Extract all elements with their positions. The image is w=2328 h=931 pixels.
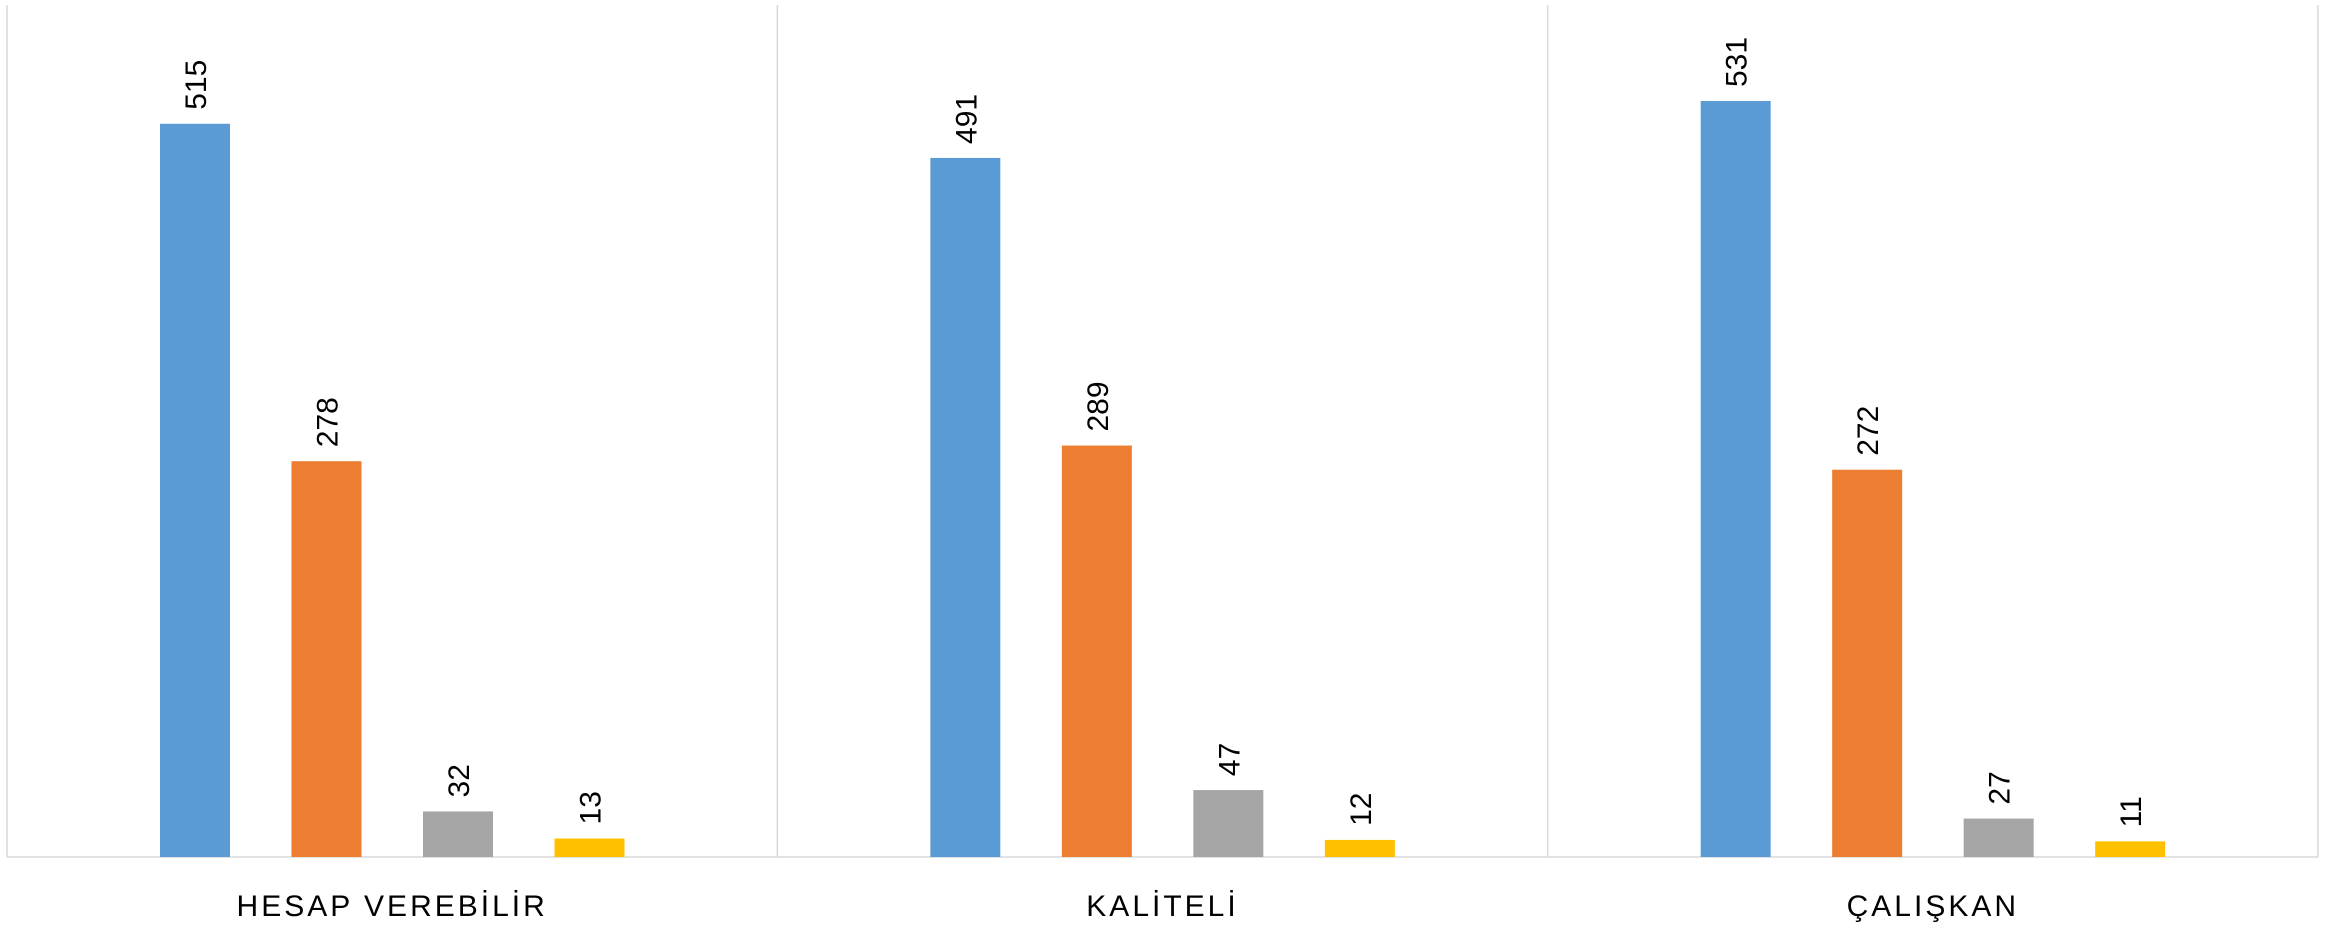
bar [423, 811, 493, 857]
bar [160, 123, 230, 857]
bar [554, 838, 625, 857]
bar [1061, 445, 1132, 857]
category-label: ÇALIŞKAN [1847, 890, 2019, 923]
value-labels-layer: 515 278 32 13 491 289 47 12 531 272 27 11 [180, 37, 2148, 827]
category-label: KALİTELİ [1086, 890, 1238, 923]
data-label: 12 [1345, 793, 1378, 826]
data-label: 531 [1721, 37, 1754, 87]
category-label: HESAP VEREBİLİR [237, 890, 548, 923]
data-label: 13 [575, 791, 608, 824]
bar [1963, 818, 2034, 857]
bar [1700, 101, 1771, 857]
bar [2095, 841, 2166, 857]
data-label: 11 [2115, 796, 2148, 827]
data-label: 272 [1852, 406, 1885, 456]
data-label: 278 [312, 397, 345, 447]
bar [1324, 839, 1395, 857]
category-labels-layer: HESAP VEREBİLİR KALİTELİ ÇALIŞKAN [237, 890, 2019, 923]
bar [930, 157, 1001, 857]
data-label: 491 [950, 94, 983, 144]
bar [291, 461, 362, 857]
data-label: 289 [1082, 381, 1115, 431]
data-label: 32 [443, 764, 476, 797]
chart-frame [6, 5, 2319, 858]
bar [1193, 790, 1264, 857]
data-label: 515 [180, 60, 213, 110]
bar [1832, 469, 1903, 857]
bars-layer [160, 101, 2166, 857]
data-label: 27 [1984, 771, 2017, 804]
data-label: 47 [1213, 743, 1246, 776]
